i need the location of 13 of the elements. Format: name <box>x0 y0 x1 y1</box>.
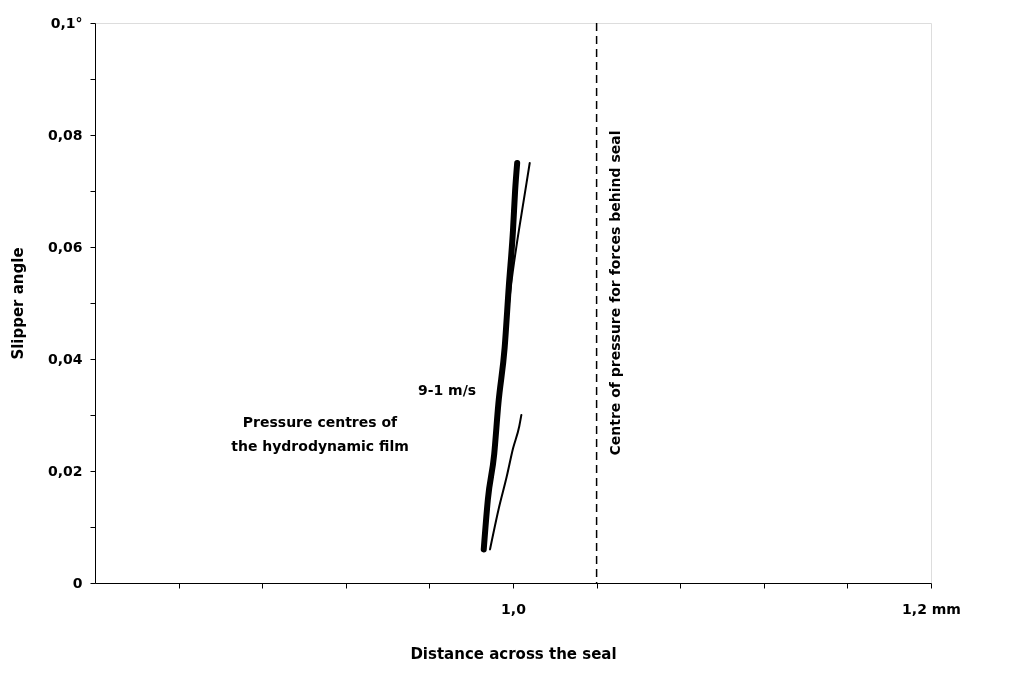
ref-line-label: Centre of pressure for forces behind seal <box>606 130 623 456</box>
x-axis-title: Distance across the seal <box>410 644 617 663</box>
y-tick-label: 0,1° <box>50 14 83 31</box>
y-tick-label: 0,04 <box>47 350 83 367</box>
annotation: Pressure centres of the hydrodynamic film <box>231 414 409 454</box>
y-tick-label: 0,02 <box>47 462 83 479</box>
y-axis-title: Slipper angle <box>8 247 27 360</box>
x-tick-label: 1,2 mm <box>902 600 961 617</box>
y-tick-label: 0,06 <box>47 238 83 255</box>
y-tick-label: 0 <box>72 574 83 591</box>
x-tick-label: 1,0 <box>501 600 527 617</box>
annotation: 9-1 m/s <box>417 382 477 398</box>
y-tick-label: 0,08 <box>47 126 83 143</box>
